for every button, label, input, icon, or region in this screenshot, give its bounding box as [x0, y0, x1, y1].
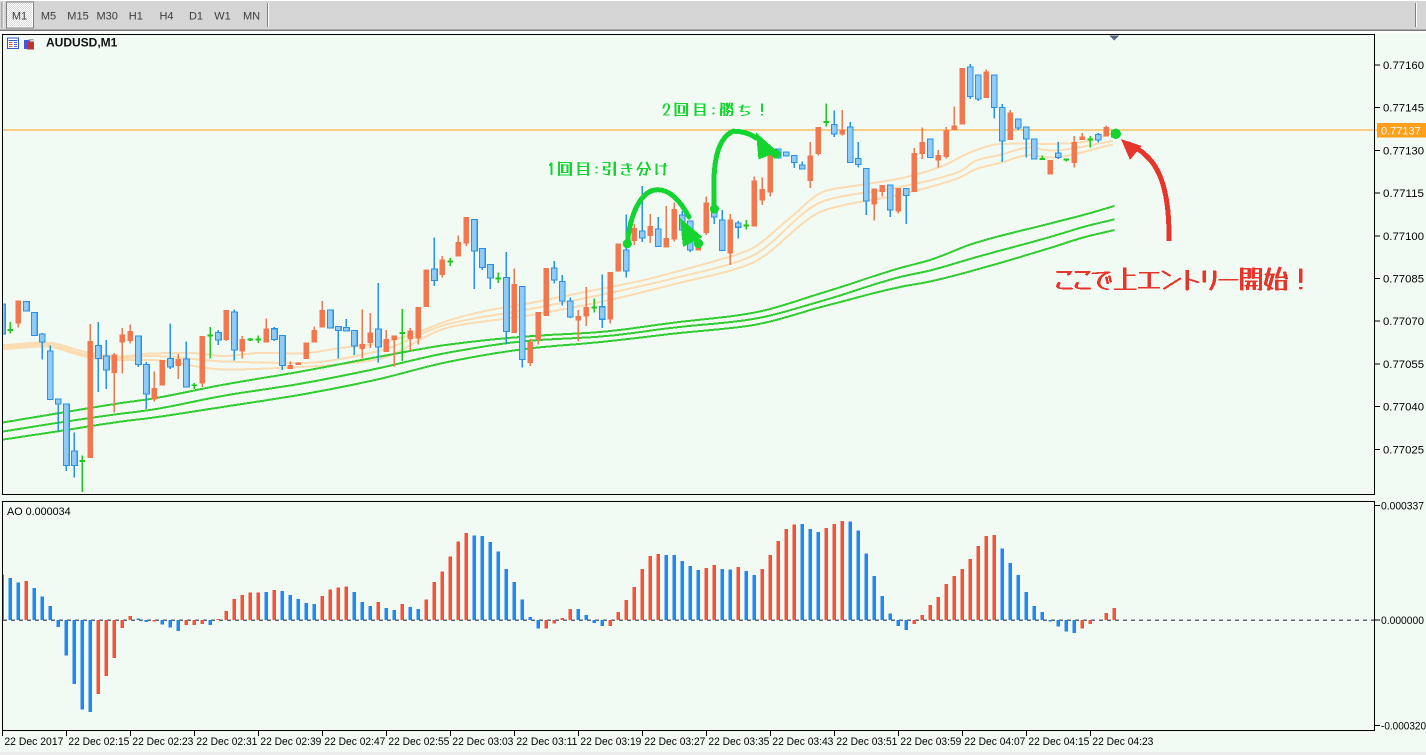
svg-text:22 Dec 03:51: 22 Dec 03:51 [836, 736, 897, 748]
svg-text:22 Dec 04:15: 22 Dec 04:15 [1028, 736, 1089, 748]
svg-text:D1: D1 [189, 11, 203, 23]
svg-text:MN: MN [243, 11, 260, 23]
svg-text:0.77100: 0.77100 [1383, 231, 1424, 243]
svg-text:0.77070: 0.77070 [1383, 316, 1424, 328]
svg-text:22 Dec 02:31: 22 Dec 02:31 [196, 736, 257, 748]
svg-text:0.77115: 0.77115 [1383, 188, 1424, 200]
svg-text:22 Dec 03:19: 22 Dec 03:19 [580, 736, 641, 748]
svg-text:0.77055: 0.77055 [1383, 359, 1424, 371]
svg-text:0.77025: 0.77025 [1383, 444, 1424, 456]
svg-text:22 Dec 03:03: 22 Dec 03:03 [452, 736, 513, 748]
svg-text:22 Dec 03:35: 22 Dec 03:35 [708, 736, 769, 748]
svg-text:22 Dec 03:43: 22 Dec 03:43 [772, 736, 833, 748]
svg-text:22 Dec 02:39: 22 Dec 02:39 [260, 736, 321, 748]
svg-text:0.77085: 0.77085 [1383, 274, 1424, 286]
svg-text:W1: W1 [214, 11, 231, 23]
svg-text:22 Dec 02:15: 22 Dec 02:15 [68, 736, 129, 748]
svg-text:H4: H4 [159, 11, 173, 23]
svg-text:22 Dec 2017: 22 Dec 2017 [4, 736, 63, 748]
svg-text:M1: M1 [12, 11, 27, 23]
svg-text:0.000000: 0.000000 [1381, 615, 1424, 627]
svg-text:-0.000320: -0.000320 [1381, 721, 1426, 733]
svg-text:22 Dec 03:11: 22 Dec 03:11 [516, 736, 577, 748]
svg-text:0.77145: 0.77145 [1383, 103, 1424, 115]
svg-text:AUDUSD,M1: AUDUSD,M1 [46, 36, 118, 50]
svg-text:0.77137: 0.77137 [1381, 126, 1421, 138]
svg-text:M30: M30 [96, 11, 117, 23]
svg-text:0.000337: 0.000337 [1381, 501, 1424, 513]
svg-text:22 Dec 02:47: 22 Dec 02:47 [324, 736, 385, 748]
svg-text:22 Dec 02:23: 22 Dec 02:23 [132, 736, 193, 748]
svg-text:AO 0.000034: AO 0.000034 [7, 506, 71, 518]
svg-text:22 Dec 04:07: 22 Dec 04:07 [964, 736, 1025, 748]
svg-text:22 Dec 03:59: 22 Dec 03:59 [900, 736, 961, 748]
svg-text:0.77040: 0.77040 [1383, 402, 1424, 414]
svg-text:22 Dec 03:27: 22 Dec 03:27 [644, 736, 705, 748]
svg-text:M15: M15 [67, 11, 88, 23]
svg-text:M5: M5 [41, 11, 56, 23]
svg-text:H1: H1 [129, 11, 143, 23]
svg-text:22 Dec 04:23: 22 Dec 04:23 [1092, 736, 1153, 748]
svg-text:22 Dec 02:55: 22 Dec 02:55 [388, 736, 449, 748]
svg-text:0.77130: 0.77130 [1383, 145, 1424, 157]
svg-text:0.77160: 0.77160 [1383, 60, 1424, 72]
